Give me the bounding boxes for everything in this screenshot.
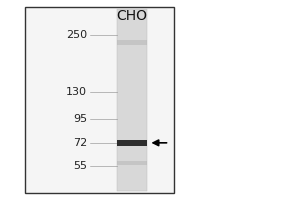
Bar — [117, 140, 147, 146]
Bar — [117, 161, 147, 165]
Text: 250: 250 — [66, 30, 87, 40]
Bar — [117, 9, 147, 191]
Text: 55: 55 — [73, 161, 87, 171]
Text: 130: 130 — [66, 87, 87, 97]
Text: 72: 72 — [73, 138, 87, 148]
Text: 95: 95 — [73, 114, 87, 124]
Bar — [117, 40, 147, 45]
Text: CHO: CHO — [117, 9, 148, 23]
Bar — [25, 7, 174, 193]
